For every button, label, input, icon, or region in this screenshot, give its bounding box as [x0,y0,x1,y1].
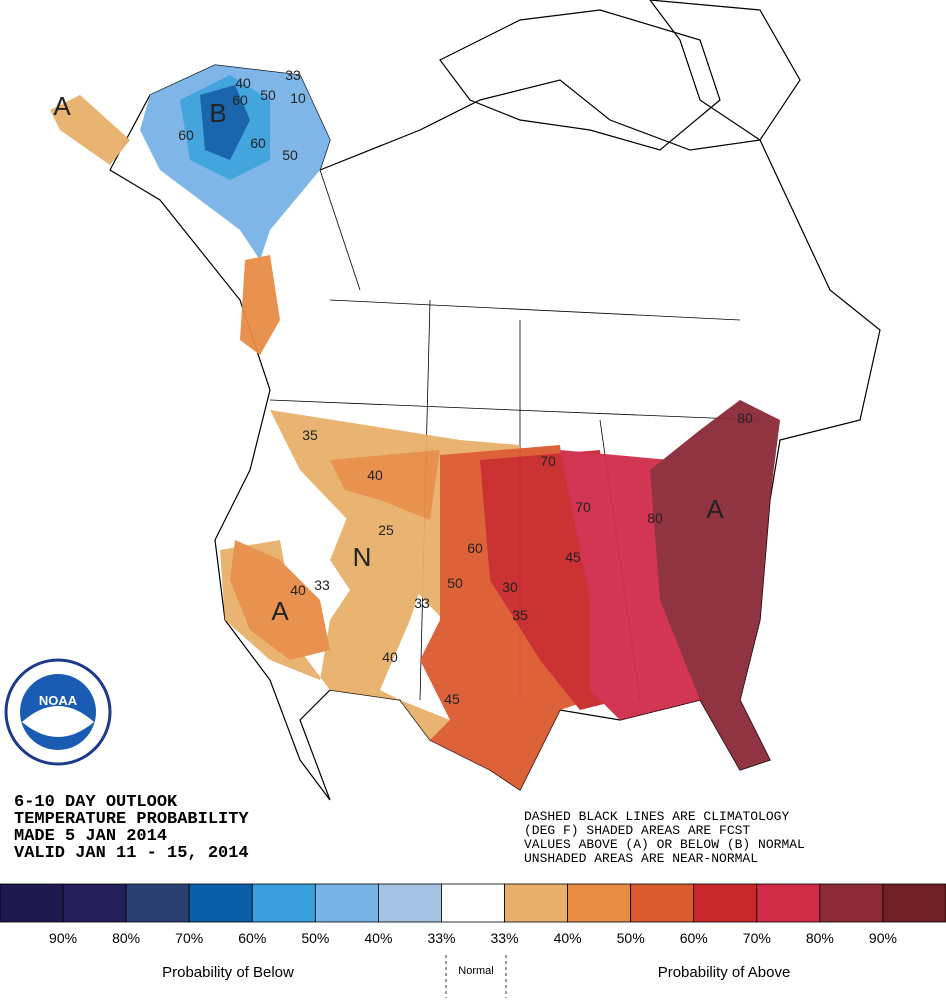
title-line: VALID JAN 11 - 15, 2014 [14,844,249,863]
contour-label: B [209,98,226,128]
legend-swatch [504,883,568,923]
legend-tick: 33% [427,930,455,946]
contour-label: 40 [382,649,398,665]
contour-label: 35 [512,607,528,623]
shaded-areas [50,65,780,790]
contour-label: 30 [502,579,518,595]
contour-label: 60 [250,135,266,151]
title-line: TEMPERATURE PROBABILITY [14,810,249,829]
legend-tick: 80% [112,930,140,946]
legend-tick: 60% [238,930,266,946]
contour-label: 60 [178,127,194,143]
legend-tick: 40% [364,930,392,946]
legend-tick: 70% [743,930,771,946]
contour-label: 80 [737,410,753,426]
logo-text: NOAA [39,693,78,708]
contour-label: 70 [540,453,556,469]
contour-label: 35 [302,427,318,443]
note-line: DASHED BLACK LINES ARE CLIMATOLOGY [524,809,789,824]
legend-swatch [0,883,64,923]
legend-swatch [567,883,632,923]
notes: DASHED BLACK LINES ARE CLIMATOLOGY(DEG F… [524,809,805,866]
contour-label: 80 [647,510,663,526]
contour-label: 60 [232,92,248,108]
noaa-logo: NOAA [4,658,112,766]
legend-swatch [62,883,127,923]
legend-above: Probability of Above [658,964,791,981]
contour-label: N [353,542,372,572]
legend-tick: 70% [175,930,203,946]
title-line: 6-10 DAY OUTLOOK [14,793,178,812]
legend-swatch [630,883,695,923]
contour-label: 45 [565,549,581,565]
legend-swatch [441,883,505,923]
note-line: VALUES ABOVE (A) OR BELOW (B) NORMAL [524,837,805,852]
legend-normal: Normal [458,965,493,977]
legend-tick: 90% [49,930,77,946]
legend-swatch [377,883,442,923]
legend-tick: 80% [806,930,834,946]
contour-label: A [53,91,71,121]
contour-label: 33 [314,577,330,593]
contour-label: 40 [290,582,306,598]
contour-label: 70 [575,499,591,515]
legend-tick: 60% [680,930,708,946]
title-line: MADE 5 JAN 2014 [14,827,167,846]
contour-label: A [706,494,724,524]
legend-tick: 40% [554,930,582,946]
legend-tick: 33% [491,930,519,946]
contour-label: 33 [414,595,430,611]
contour-label: 50 [282,147,298,163]
legend-below: Probability of Below [162,964,294,981]
legend-tick: 90% [869,930,897,946]
legend-swatch [251,883,316,923]
legend: 90% 80% 70% 60% 50% 40% 33% 33% 40% 50% 60% 70% 80% 9… [0,883,946,981]
legend-swatch [314,883,379,923]
contour-label: 40 [367,467,383,483]
contour-label: 33 [285,67,301,83]
legend-swatch [125,883,190,923]
legend-swatch [188,883,253,923]
legend-swatch [819,883,884,923]
legend-tick: 50% [617,930,645,946]
note-line: (DEG F) SHADED AREAS ARE FCST [524,823,750,838]
legend-tick: 50% [301,930,329,946]
contour-label: A [271,596,289,626]
legend-swatch [882,883,946,923]
legend-swatch [693,883,758,923]
contour-label: 45 [444,691,460,707]
note-line: UNSHADED AREAS ARE NEAR-NORMAL [524,851,758,866]
contour-label: 40 [235,75,251,91]
contour-label: 50 [447,575,463,591]
contour-label: 50 [260,87,276,103]
legend-swatch [756,883,821,923]
contour-label: 25 [378,522,394,538]
contour-label: 60 [467,540,483,556]
contour-label: 10 [290,90,306,106]
